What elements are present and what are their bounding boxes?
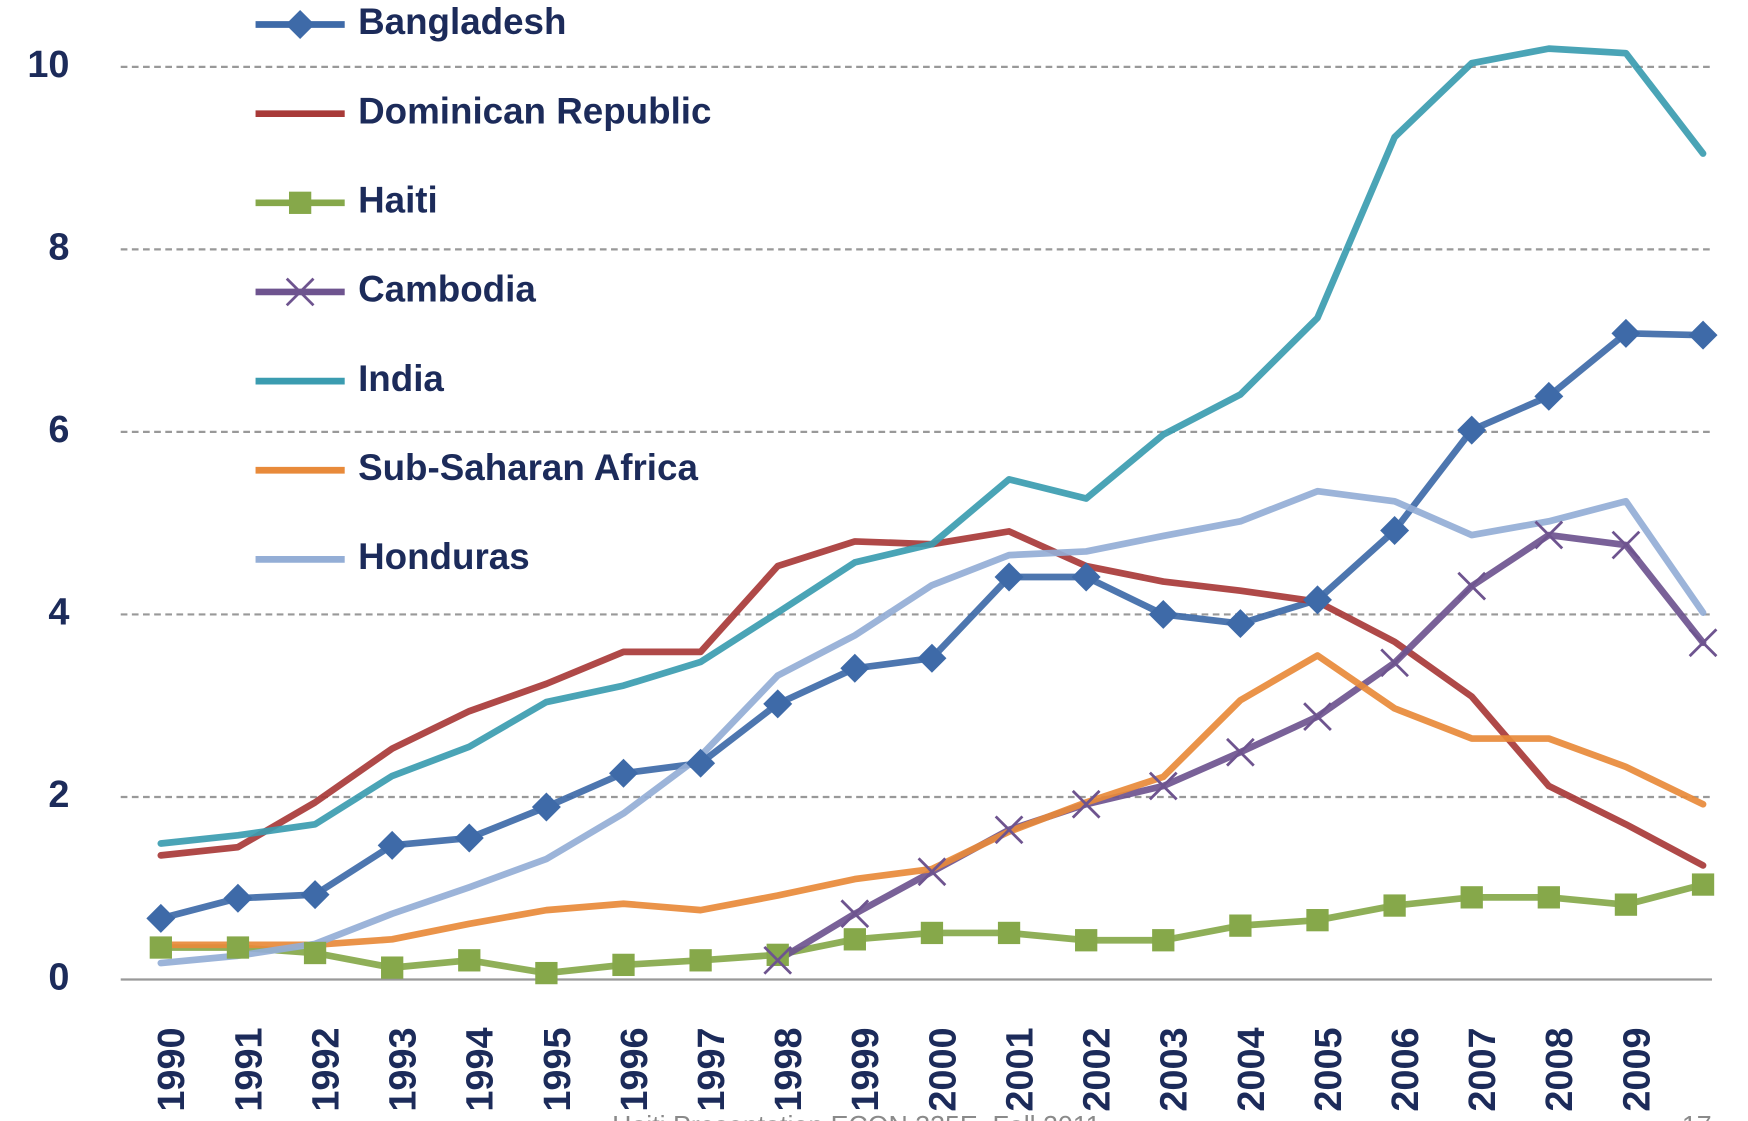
x-tick-label: 1992 <box>305 1027 347 1111</box>
marker <box>1537 886 1560 909</box>
x-tick-label: 2006 <box>1385 1027 1427 1111</box>
x-tick-label: 1995 <box>537 1027 579 1111</box>
marker <box>1303 585 1332 615</box>
series-line <box>157 487 1707 967</box>
x-tick-label: 1990 <box>151 1027 193 1111</box>
marker <box>1688 320 1718 350</box>
y-tick-label: 6 <box>48 409 69 451</box>
x-tick-label: 1999 <box>845 1027 887 1111</box>
marker <box>1611 318 1641 348</box>
marker <box>609 758 638 788</box>
marker <box>843 928 866 951</box>
series-line <box>157 652 1707 949</box>
page-number: 17 <box>1682 1111 1712 1121</box>
marker <box>1306 909 1329 932</box>
marker <box>840 899 870 929</box>
x-tick-label: 2009 <box>1616 1027 1658 1111</box>
marker <box>1226 737 1255 767</box>
x-tick-label: 2005 <box>1308 1027 1350 1111</box>
marker <box>454 823 484 853</box>
legend-label: Cambodia <box>358 269 536 310</box>
x-tick-label: 2003 <box>1154 1027 1196 1111</box>
y-tick-label: 2 <box>48 774 69 816</box>
marker <box>285 10 315 40</box>
marker <box>1534 520 1564 550</box>
marker <box>303 941 327 965</box>
y-tick-label: 8 <box>48 226 69 268</box>
x-tick-label: 2004 <box>1231 1027 1273 1111</box>
marker <box>223 883 253 913</box>
marker <box>149 936 172 959</box>
marker <box>917 857 947 887</box>
y-tick-label: 0 <box>48 956 69 998</box>
marker <box>1383 894 1406 917</box>
marker <box>994 562 1024 592</box>
marker <box>840 653 870 683</box>
legend-label: Dominican Republic <box>358 90 711 131</box>
legend-label: Bangladesh <box>358 1 566 42</box>
marker <box>226 936 250 959</box>
marker <box>1691 873 1715 896</box>
marker <box>377 830 407 860</box>
marker <box>381 956 404 979</box>
marker <box>686 748 716 778</box>
y-tick-label: 10 <box>27 44 69 86</box>
marker <box>1075 929 1098 952</box>
legend-label: India <box>358 358 444 399</box>
marker <box>1460 886 1483 909</box>
x-tick-label: 1997 <box>691 1027 733 1111</box>
footer: Haiti Presentation ECON 335E, Fall 2011 <box>612 1111 1100 1121</box>
marker <box>612 953 635 977</box>
x-tick-label: 2001 <box>999 1027 1041 1111</box>
marker <box>1225 609 1255 639</box>
marker <box>1303 702 1332 732</box>
marker <box>997 921 1021 945</box>
marker <box>1071 789 1101 819</box>
marker <box>920 921 944 945</box>
marker <box>1229 914 1252 937</box>
marker <box>288 191 312 214</box>
x-tick-label: 2000 <box>922 1027 964 1111</box>
marker <box>1614 893 1638 916</box>
x-tick-label: 2008 <box>1539 1027 1581 1111</box>
series-line <box>157 528 1707 869</box>
series-line <box>157 45 1707 847</box>
marker <box>458 949 481 972</box>
marker <box>763 945 793 975</box>
marker <box>1380 648 1409 678</box>
marker <box>531 792 561 822</box>
marker <box>300 880 330 910</box>
marker <box>917 643 947 673</box>
x-tick-label: 1998 <box>768 1027 810 1111</box>
legend-label: Sub-Saharan Africa <box>358 447 698 488</box>
x-tick-label: 1991 <box>228 1027 270 1111</box>
marker <box>763 689 793 719</box>
marker <box>146 903 176 933</box>
marker <box>535 961 558 985</box>
marker <box>1611 530 1641 560</box>
legend-label: Haiti <box>358 180 438 221</box>
marker <box>1457 415 1487 445</box>
x-tick-label: 2007 <box>1462 1027 1504 1111</box>
marker <box>994 815 1024 845</box>
legend-label: Honduras <box>358 536 530 577</box>
x-tick-label: 1996 <box>614 1027 656 1111</box>
marker <box>1148 599 1178 629</box>
marker <box>689 949 712 972</box>
marker <box>1457 571 1487 601</box>
marker <box>1534 381 1564 411</box>
marker <box>1071 562 1101 592</box>
marker <box>1380 515 1410 545</box>
x-tick-label: 2002 <box>1077 1027 1119 1111</box>
marker <box>1688 628 1718 658</box>
x-tick-label: 1993 <box>383 1027 425 1111</box>
marker <box>285 277 315 307</box>
marker <box>766 943 789 966</box>
x-tick-label: 1994 <box>460 1027 502 1111</box>
marker <box>1152 929 1175 952</box>
y-tick-label: 4 <box>48 591 69 633</box>
marker <box>1148 771 1178 801</box>
